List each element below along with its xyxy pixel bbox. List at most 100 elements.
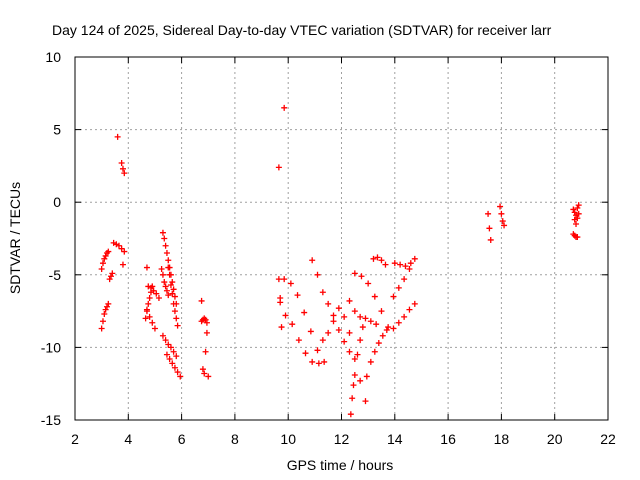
data-point: [165, 341, 172, 348]
data-point: [350, 382, 357, 389]
data-point: [395, 319, 402, 326]
data-point: [119, 165, 126, 172]
data-point: [118, 159, 125, 166]
data-point: [163, 351, 170, 358]
data-point: [370, 255, 377, 262]
data-point: [107, 273, 114, 280]
data-point: [301, 309, 308, 316]
data-point: [98, 325, 105, 332]
series-arc-3.75: [118, 159, 128, 177]
data-point: [359, 324, 366, 331]
data-point: [411, 300, 418, 307]
data-point: [309, 358, 316, 365]
data-point: [170, 348, 177, 355]
data-point: [169, 360, 176, 367]
data-point: [365, 280, 372, 287]
data-point: [341, 338, 348, 345]
data-point: [103, 303, 110, 310]
x-tick-label: 4: [124, 431, 132, 447]
data-point: [402, 263, 409, 270]
data-point: [165, 257, 172, 264]
data-point: [114, 133, 121, 140]
series-pt-9.6: [275, 164, 282, 171]
data-point: [379, 332, 386, 339]
data-point: [307, 328, 314, 335]
data-point: [383, 326, 390, 333]
grid: [75, 57, 608, 420]
data-point: [202, 348, 209, 355]
data-point: [275, 164, 282, 171]
data-point: [174, 369, 181, 376]
data-point: [170, 286, 177, 293]
data-point: [574, 205, 581, 212]
data-point: [575, 210, 582, 217]
data-point: [574, 234, 581, 241]
series-outlier-9.8: [281, 104, 288, 111]
data-point: [378, 308, 385, 315]
data-point: [149, 319, 156, 326]
data-point: [357, 337, 364, 344]
x-axis-label: GPS time / hours: [287, 457, 394, 473]
data-point: [171, 364, 178, 371]
data-point: [571, 209, 578, 216]
data-point: [499, 218, 506, 225]
data-point: [371, 348, 378, 355]
data-point: [163, 287, 170, 294]
data-point: [357, 313, 364, 320]
data-point: [486, 225, 493, 232]
data-point: [158, 265, 165, 272]
data-point: [302, 350, 309, 357]
series-arc-14.0c: [391, 260, 414, 270]
data-point: [401, 313, 408, 320]
data-point: [281, 276, 288, 283]
x-tick-label: 6: [178, 431, 186, 447]
data-point: [159, 229, 166, 236]
series-arc-5.5: [165, 264, 181, 329]
data-point: [115, 242, 122, 249]
data-point: [162, 283, 169, 290]
data-point: [167, 344, 174, 351]
x-tick-label: 2: [71, 431, 79, 447]
data-point: [159, 271, 166, 278]
data-point: [205, 373, 212, 380]
series-arc-12.5: [351, 270, 392, 331]
y-tick-label: -15: [41, 412, 61, 428]
data-point: [282, 312, 289, 319]
data-point: [163, 250, 170, 257]
data-point: [171, 293, 178, 300]
data-point: [362, 398, 369, 405]
series-arc-12.4: [347, 324, 366, 418]
data-point: [315, 360, 322, 367]
series-arc-9.8b: [282, 312, 322, 367]
data-point: [390, 293, 397, 300]
data-point: [173, 353, 180, 360]
data-point: [203, 329, 210, 336]
data-point: [411, 255, 418, 262]
x-tick-label: 12: [334, 431, 350, 447]
data-point: [289, 321, 296, 328]
x-tick-label: 20: [547, 431, 563, 447]
x-tick-label: 16: [440, 431, 456, 447]
data-point: [287, 280, 294, 287]
data-point: [351, 371, 358, 378]
data-point: [118, 245, 125, 252]
data-point: [574, 215, 581, 222]
data-point: [498, 210, 505, 217]
data-point: [374, 254, 381, 261]
y-tick-label: 10: [45, 49, 61, 65]
x-tick-label: 18: [494, 431, 510, 447]
data-point: [99, 260, 106, 267]
data-point: [390, 325, 397, 332]
data-point: [161, 279, 168, 286]
data-point: [143, 264, 150, 271]
data-point: [362, 315, 369, 322]
series-arc-20.7: [570, 202, 582, 219]
data-point: [385, 324, 392, 331]
data-point: [177, 373, 184, 380]
data-point: [277, 299, 284, 306]
series-arc-4.7c: [143, 306, 158, 332]
data-point: [351, 270, 358, 277]
data-point: [363, 373, 370, 380]
data-point: [357, 377, 364, 384]
data-point: [395, 284, 402, 291]
